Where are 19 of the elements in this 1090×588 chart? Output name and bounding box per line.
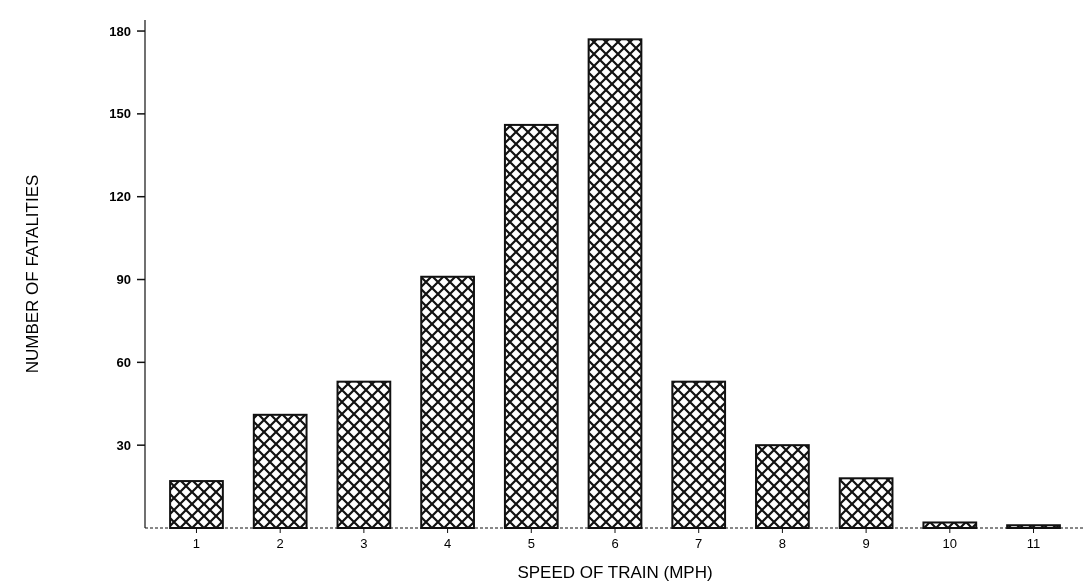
x-tick-label: 9 xyxy=(862,536,870,551)
y-tick-label: 30 xyxy=(116,437,131,453)
x-tick-label: 11 xyxy=(1026,536,1041,551)
x-tick-label: 2 xyxy=(276,536,284,551)
x-axis-title: SPEED OF TRAIN (MPH) xyxy=(517,563,713,582)
x-tick-label: 8 xyxy=(778,536,787,551)
x-tick-label: 5 xyxy=(527,536,535,551)
x-tick-label: 10 xyxy=(942,536,958,551)
x-tick-label: 4 xyxy=(443,536,452,551)
y-tick-label: 120 xyxy=(109,189,131,205)
y-axis-title: NUMBER OF FATALITIES xyxy=(23,174,42,374)
x-tick-label: 1 xyxy=(192,536,201,551)
y-tick-label: 180 xyxy=(109,23,131,39)
x-tick-label: 6 xyxy=(611,536,619,551)
y-tick-label: 150 xyxy=(109,106,131,122)
y-tick-label: 60 xyxy=(116,354,131,370)
y-tick-label: 90 xyxy=(116,272,131,288)
x-tick-label: 3 xyxy=(360,536,368,551)
x-tick-label: 7 xyxy=(695,536,703,551)
